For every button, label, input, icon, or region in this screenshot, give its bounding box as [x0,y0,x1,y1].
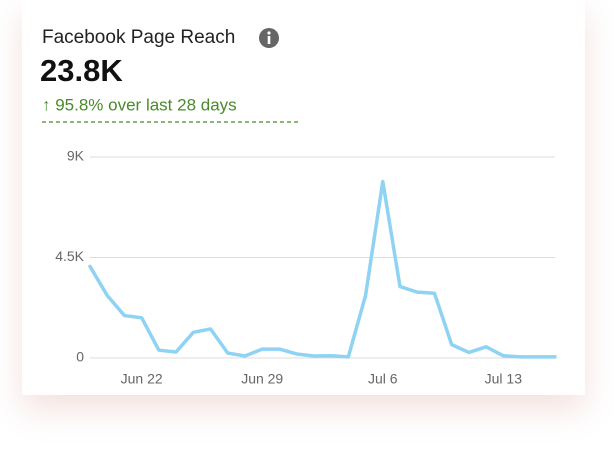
x-tick-label: Jul 13 [485,371,523,387]
y-tick-label: 9K [67,148,85,164]
info-icon[interactable] [259,28,279,48]
line-series [88,179,557,359]
y-tick-label: 0 [76,349,84,365]
headline-value: 23.8K [40,53,123,88]
card [22,0,585,395]
change-text: ↑ 95.8% over last 28 days [42,95,237,114]
x-tick-label: Jul 6 [368,371,398,387]
x-tick-label: Jun 22 [121,371,163,387]
x-tick-label: Jun 29 [241,371,283,387]
card-title: Facebook Page Reach [42,27,235,48]
y-tick-label: 4.5K [55,248,84,264]
